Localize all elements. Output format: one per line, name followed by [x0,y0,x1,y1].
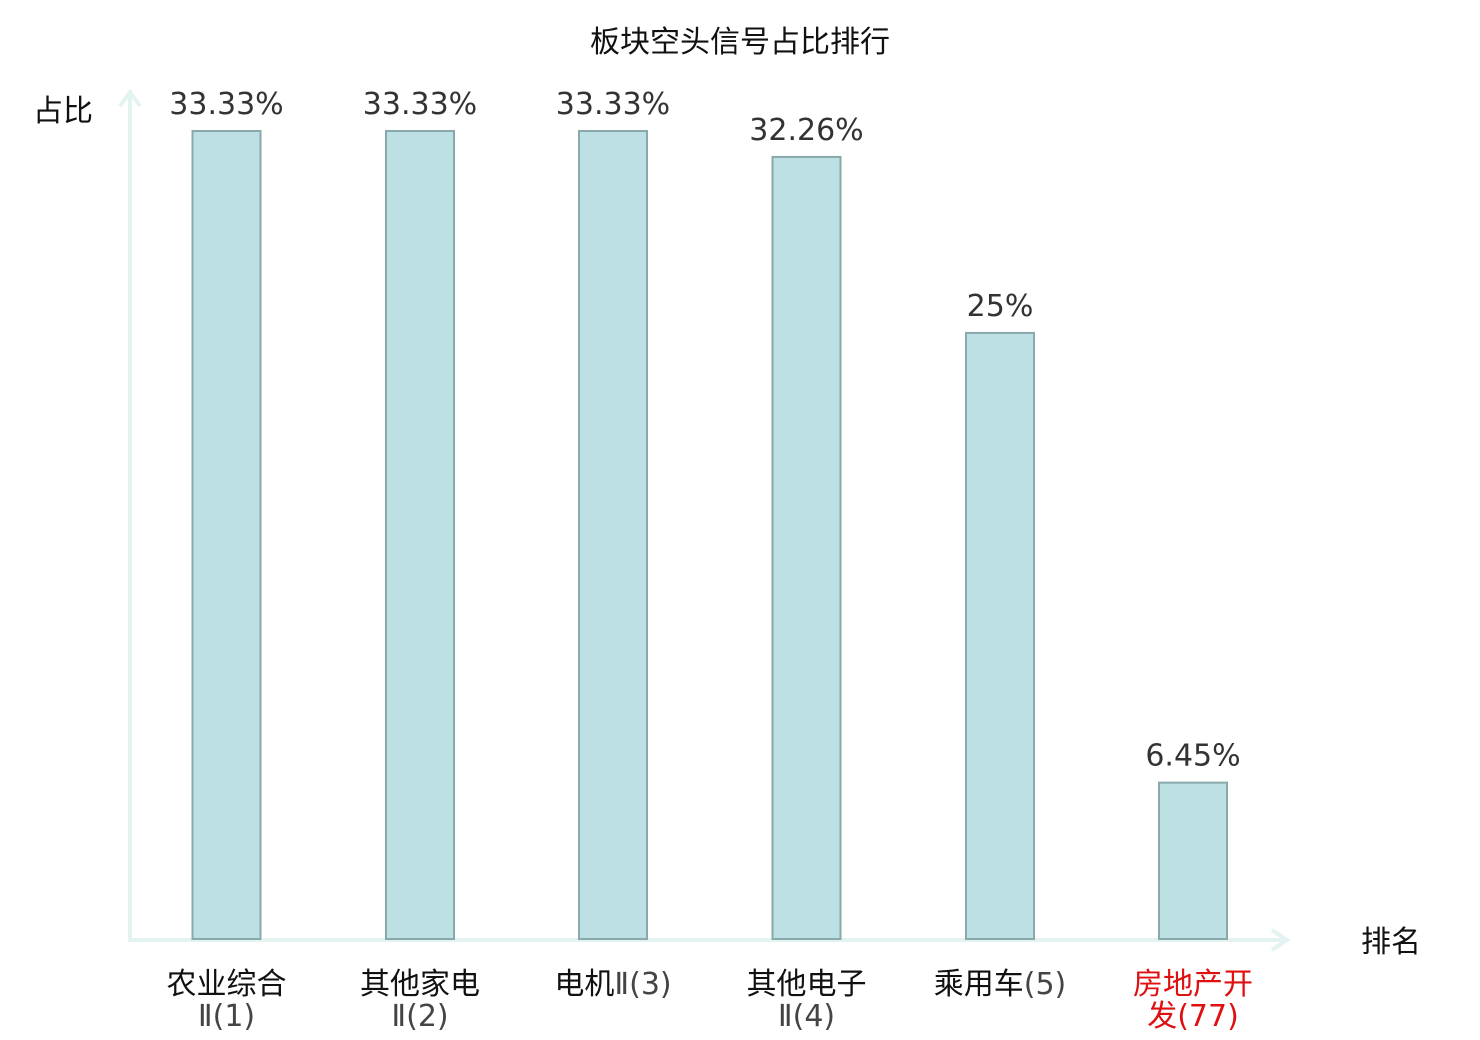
value-labels: 33.33% 33.33% 33.33% 32.26% 25% 6.45% [169,87,1240,774]
bar [578,130,648,940]
bar [1158,781,1228,940]
bar-value-label: 6.45% [1145,739,1240,774]
category-label: 其他家电 [360,967,480,1002]
x-axis-arrow [1270,928,1291,952]
category-rank-label: Ⅱ(4) [778,999,835,1034]
bar [385,130,455,940]
bar-value-label: 32.26% [749,113,863,148]
category-label: 乘用车(5) [934,967,1067,1002]
bar [771,155,842,940]
category-rank-label: 发(77) [1147,999,1239,1034]
bar-series [191,130,1228,940]
category-label: 房地产开 [1133,967,1253,1002]
bar-value-label: 25% [967,289,1034,324]
bar-value-label: 33.33% [363,87,477,122]
y-axis-label: 占比 [33,94,93,129]
y-axis-arrow [118,88,142,108]
category-label: 农业综合 [167,967,287,1002]
category-label: 其他电子 [747,967,867,1002]
category-label: 电机Ⅱ(3) [554,967,671,1002]
bar [191,130,262,940]
x-axis-label: 排名 [1361,925,1421,960]
bar-value-label: 33.33% [556,87,670,122]
category-rank-label: Ⅱ(2) [391,999,448,1034]
bar-value-label: 33.33% [169,87,283,122]
chart-title: 板块空头信号占比排行 [590,25,890,60]
bar [965,331,1035,940]
category-rank-label: Ⅱ(1) [198,999,255,1034]
